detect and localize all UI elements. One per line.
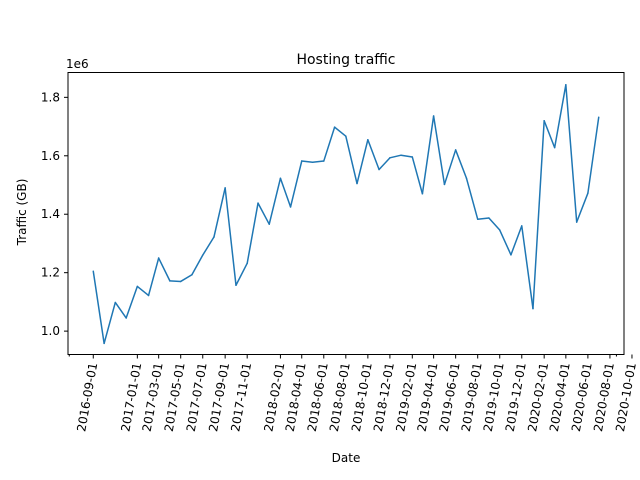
series-line-segment: [147, 257, 160, 297]
series-line-segment: [411, 156, 424, 195]
series-line-segment: [114, 301, 127, 319]
series-line-segment: [421, 115, 435, 195]
y-tick-label: 1.0: [41, 324, 60, 338]
series-line-segment: [179, 273, 193, 283]
series-line-segment: [454, 149, 468, 180]
x-axis-label: Date: [332, 451, 361, 465]
series-line-segment: [521, 225, 534, 310]
series-line-segment: [432, 115, 446, 186]
series-line-segment: [92, 270, 105, 345]
series-line-segment: [532, 119, 545, 310]
y-tick-label: 1.6: [41, 149, 60, 163]
y-axis: 1.0 1.2 1.4 1.6 1.8: [41, 90, 68, 338]
series-line-segment: [246, 202, 259, 265]
series-line-segment: [389, 154, 402, 159]
series-line-segment: [333, 126, 347, 137]
series-line-segment: [279, 177, 292, 208]
series-line-segment: [543, 119, 556, 149]
series-line-segment: [169, 280, 182, 283]
series-line-segment: [268, 177, 282, 225]
series-line-segment: [367, 138, 380, 171]
series-line-segment: [345, 135, 358, 185]
series-line-segment: [300, 160, 314, 163]
series-line-segment: [213, 187, 226, 238]
series-line-segment: [323, 126, 336, 162]
y-axis-label: Traffic (GB): [15, 179, 29, 247]
series-line-segment: [224, 187, 237, 286]
series-line-segment: [125, 285, 139, 319]
series-line-segment: [311, 160, 325, 163]
y-tick-label: 1.8: [41, 90, 60, 104]
series-line-segment: [136, 285, 150, 297]
series-line-segment: [257, 202, 270, 225]
series-line-segment: [575, 192, 589, 223]
series-line-segment: [235, 262, 248, 286]
series-line-segment: [465, 177, 479, 220]
series-line-segment: [289, 160, 303, 208]
series-line-segment: [378, 157, 391, 171]
plot-area: [92, 84, 600, 345]
series-line-segment: [587, 116, 600, 194]
series-line-segment: [157, 257, 171, 282]
series-line-segment: [565, 84, 578, 223]
series-line-segment: [356, 138, 369, 185]
series-line-segment: [443, 149, 457, 186]
series-line-segment: [488, 217, 501, 231]
y-offset-label: 1e6: [66, 57, 89, 71]
series-line-segment: [400, 154, 414, 158]
plot-frame: [67, 72, 625, 355]
chart-title: Hosting traffic: [296, 52, 395, 68]
series-line-segment: [103, 301, 117, 345]
series-line-segment: [201, 236, 215, 256]
series-line-segment: [510, 225, 523, 256]
series-line-segment: [476, 217, 490, 220]
series-line-segment: [553, 84, 567, 149]
y-tick-label: 1.2: [41, 266, 60, 280]
y-tick-label: 1.4: [41, 207, 60, 221]
series-line-segment: [191, 254, 204, 276]
series-line-segment: [498, 229, 512, 256]
